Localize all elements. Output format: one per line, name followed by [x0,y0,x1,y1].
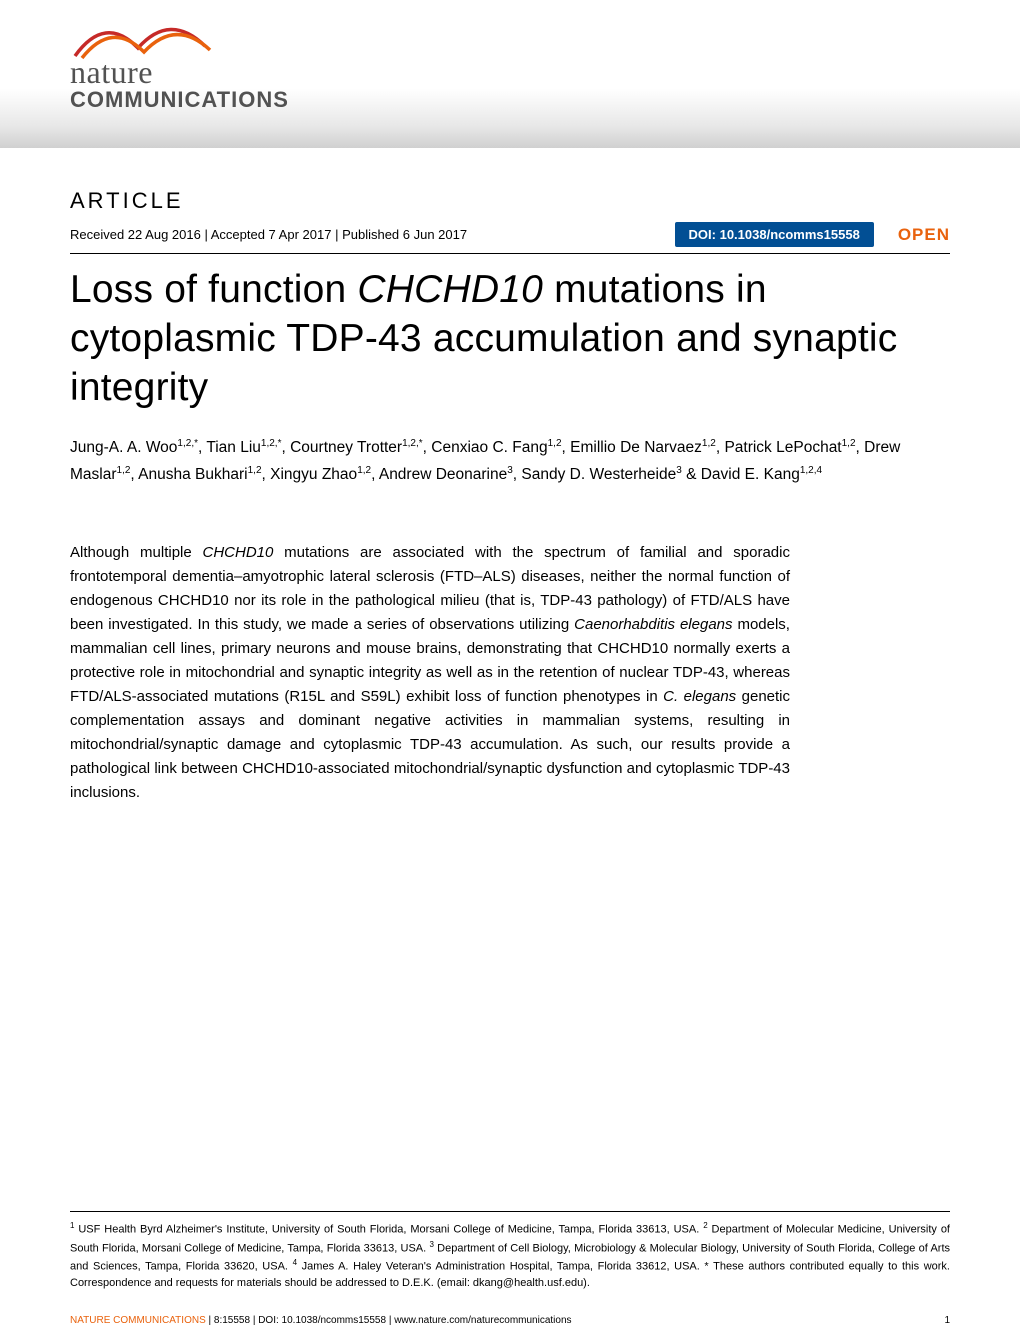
page-number: 1 [944,1315,950,1326]
page-footer: NATURE COMMUNICATIONS | 8:15558 | DOI: 1… [70,1315,950,1326]
title-gene-italic: CHCHD10 [357,268,543,311]
footer-citation: NATURE COMMUNICATIONS | 8:15558 | DOI: 1… [70,1315,572,1326]
article-meta-row: Received 22 Aug 2016 | Accepted 7 Apr 20… [70,222,950,247]
meta-sep: | [335,227,342,242]
abstract: Although multiple CHCHD10 mutations are … [70,541,790,805]
article-content: ARTICLE Received 22 Aug 2016 | Accepted … [0,148,1020,805]
article-title: Loss of function CHCHD10 mutations in cy… [70,266,950,412]
article-dates: Received 22 Aug 2016 | Accepted 7 Apr 20… [70,227,467,242]
footer-citation-rest: | 8:15558 | DOI: 10.1038/ncomms15558 | w… [206,1315,572,1326]
abstract-italic: C. elegans [663,688,736,705]
open-access-badge: OPEN [898,225,950,245]
received-date: Received 22 Aug 2016 [70,227,201,242]
footer-journal: NATURE COMMUNICATIONS [70,1315,206,1326]
title-seg: Loss of function [70,268,357,311]
journal-header-banner: nature COMMUNICATIONS [0,0,1020,148]
logo-text-nature: nature [70,54,310,91]
abstract-seg: Although multiple [70,544,203,561]
affiliations-text: 1 USF Health Byrd Alzheimer's Institute,… [70,1220,950,1292]
logo-text-communications: COMMUNICATIONS [70,87,310,113]
abstract-italic: CHCHD10 [203,544,274,561]
author-list: Jung-A. A. Woo1,2,*, Tian Liu1,2,*, Cour… [70,434,950,488]
title-rule [70,253,950,254]
doi-badge[interactable]: DOI: 10.1038/ncomms15558 [675,222,874,247]
published-date: Published 6 Jun 2017 [342,227,467,242]
accepted-date: Accepted 7 Apr 2017 [211,227,332,242]
journal-logo: nature COMMUNICATIONS [70,18,310,113]
affiliations-rule [70,1211,950,1212]
abstract-italic: Caenorhabditis elegans [574,616,732,633]
affiliations-block: 1 USF Health Byrd Alzheimer's Institute,… [70,1211,950,1292]
article-type-label: ARTICLE [70,188,950,214]
